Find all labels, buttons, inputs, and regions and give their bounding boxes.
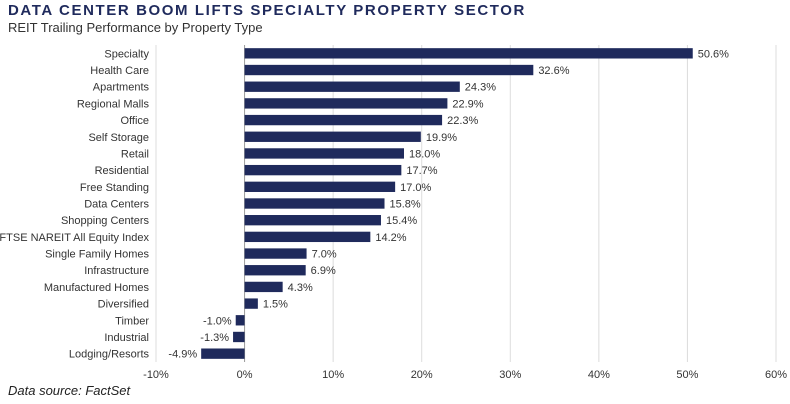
- category-label: Residential: [95, 165, 149, 177]
- bar: [244, 248, 307, 259]
- bar: [244, 98, 448, 109]
- data-label: 19.9%: [426, 132, 457, 144]
- category-label: FTSE NAREIT All Equity Index: [0, 232, 149, 244]
- category-label: Specialty: [104, 48, 149, 60]
- data-label: 1.5%: [263, 299, 288, 311]
- data-label: 17.0%: [400, 182, 431, 194]
- bar: [244, 281, 283, 293]
- data-label: 14.2%: [375, 232, 406, 244]
- category-label: Timber: [115, 315, 149, 327]
- data-label: 32.6%: [538, 65, 569, 77]
- bar: [235, 315, 245, 326]
- x-tick-label: 50%: [676, 369, 698, 381]
- x-tick-label: -10%: [143, 369, 169, 381]
- data-label: -1.0%: [203, 315, 232, 327]
- category-label: Self Storage: [88, 132, 149, 144]
- bar: [233, 331, 245, 343]
- bar: [244, 231, 371, 243]
- data-label: 15.4%: [386, 215, 417, 227]
- category-label: Manufactured Homes: [44, 282, 150, 294]
- category-label: Apartments: [93, 82, 150, 94]
- bar: [244, 114, 443, 126]
- bar: [244, 48, 693, 59]
- chart-subtitle: REIT Trailing Performance by Property Ty…: [8, 20, 263, 35]
- category-label: Industrial: [104, 332, 149, 344]
- bar: [244, 81, 460, 92]
- data-label: 50.6%: [698, 48, 729, 60]
- category-label: Regional Malls: [77, 98, 150, 110]
- category-label: Retail: [121, 148, 149, 160]
- data-source-note: Data source: FactSet: [8, 383, 131, 398]
- x-tick-label: 40%: [588, 369, 610, 381]
- bar: [244, 198, 385, 209]
- category-label: Infrastructure: [84, 265, 149, 277]
- category-label: Shopping Centers: [61, 215, 150, 227]
- category-label: Data Centers: [84, 199, 149, 211]
- data-label: 18.0%: [409, 148, 440, 160]
- category-label: Health Care: [90, 65, 149, 77]
- x-tick-label: 20%: [411, 369, 433, 381]
- bar: [244, 148, 404, 159]
- bar: [244, 181, 396, 192]
- data-label: -4.9%: [168, 349, 197, 361]
- data-label: 6.9%: [311, 265, 336, 277]
- category-label: Office: [120, 115, 149, 127]
- bar: [201, 348, 245, 359]
- category-label: Diversified: [98, 299, 149, 311]
- data-label: 17.7%: [406, 165, 437, 177]
- category-label: Free Standing: [80, 182, 149, 194]
- bar: [244, 298, 258, 309]
- data-label: 15.8%: [390, 199, 421, 211]
- data-label: 22.9%: [452, 98, 483, 110]
- bar: [244, 215, 381, 226]
- chart-title: DATA CENTER BOOM LIFTS SPECIALTY PROPERT…: [8, 2, 526, 19]
- x-tick-label: 0%: [237, 369, 253, 381]
- x-tick-label: 10%: [322, 369, 344, 381]
- x-tick-label: 60%: [765, 369, 787, 381]
- data-label: 24.3%: [465, 82, 496, 94]
- data-label: 7.0%: [312, 249, 337, 261]
- category-label: Single Family Homes: [45, 249, 149, 261]
- bar: [244, 131, 421, 142]
- bar: [244, 265, 306, 276]
- data-label: -1.3%: [200, 332, 229, 344]
- bar: [244, 64, 534, 76]
- category-label: Lodging/Resorts: [69, 349, 150, 361]
- bar: [244, 164, 402, 176]
- data-label: 22.3%: [447, 115, 478, 127]
- x-tick-label: 30%: [499, 369, 521, 381]
- data-label: 4.3%: [288, 282, 313, 294]
